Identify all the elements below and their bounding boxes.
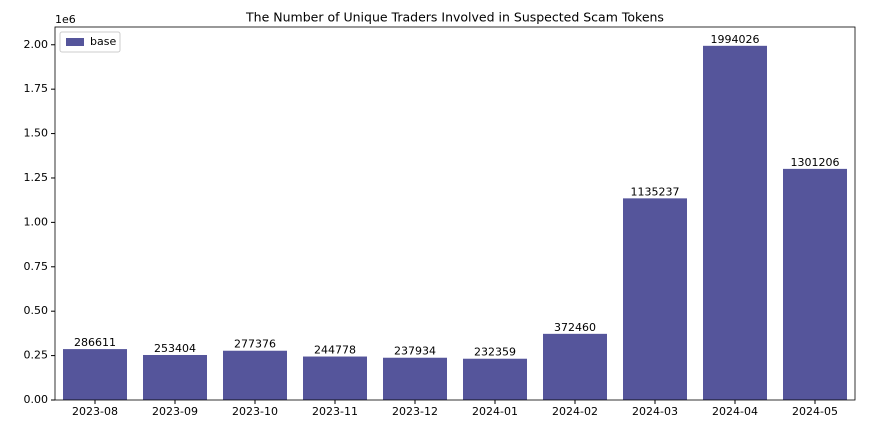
- x-tick-label: 2023-09: [152, 405, 198, 418]
- y-tick-label: 1.50: [24, 127, 49, 140]
- offset-label: 1e6: [55, 13, 76, 26]
- value-label: 1135237: [631, 185, 680, 198]
- value-label: 286611: [74, 336, 116, 349]
- y-tick-label: 0.00: [24, 393, 49, 406]
- value-label: 1301206: [791, 156, 840, 169]
- legend-box: [59, 31, 121, 53]
- x-tick-label: 2024-03: [632, 405, 678, 418]
- x-tick-label: 2023-11: [312, 405, 358, 418]
- bar: [223, 350, 287, 400]
- value-label: 244778: [314, 344, 356, 357]
- chart-title: The Number of Unique Traders Involved in…: [245, 10, 664, 25]
- bar: [463, 358, 527, 400]
- value-label: 237934: [394, 345, 436, 358]
- y-tick-label: 0.25: [24, 349, 49, 362]
- value-label: 1994026: [711, 33, 760, 46]
- bar: [703, 45, 767, 401]
- y-tick-label: 0.50: [24, 304, 49, 317]
- y-tick-label: 2.00: [24, 38, 49, 51]
- value-label: 277376: [234, 338, 276, 351]
- bar: [543, 333, 607, 400]
- bar: [623, 198, 687, 400]
- bar: [63, 349, 127, 400]
- value-label: 232359: [474, 346, 516, 359]
- legend-label: base: [90, 35, 116, 48]
- x-tick-label: 2024-04: [712, 405, 758, 418]
- y-tick-label: 1.00: [24, 215, 49, 228]
- bar: [303, 356, 367, 400]
- x-tick-label: 2024-02: [552, 405, 598, 418]
- value-label: 372460: [554, 321, 596, 334]
- x-tick-label: 2024-05: [792, 405, 838, 418]
- y-tick-label: 0.75: [24, 260, 49, 273]
- y-tick-label: 1.75: [24, 82, 49, 95]
- y-tick-label: 1.25: [24, 171, 49, 184]
- bar: [383, 357, 447, 400]
- axes-frame: [54, 26, 856, 401]
- value-label: 253404: [154, 342, 196, 355]
- x-tick-label: 2024-01: [472, 405, 518, 418]
- x-tick-label: 2023-10: [232, 405, 278, 418]
- bar: [783, 168, 847, 400]
- legend-swatch: [66, 38, 84, 46]
- bar: [143, 354, 207, 400]
- x-tick-label: 2023-12: [392, 405, 438, 418]
- x-tick-label: 2023-08: [72, 405, 118, 418]
